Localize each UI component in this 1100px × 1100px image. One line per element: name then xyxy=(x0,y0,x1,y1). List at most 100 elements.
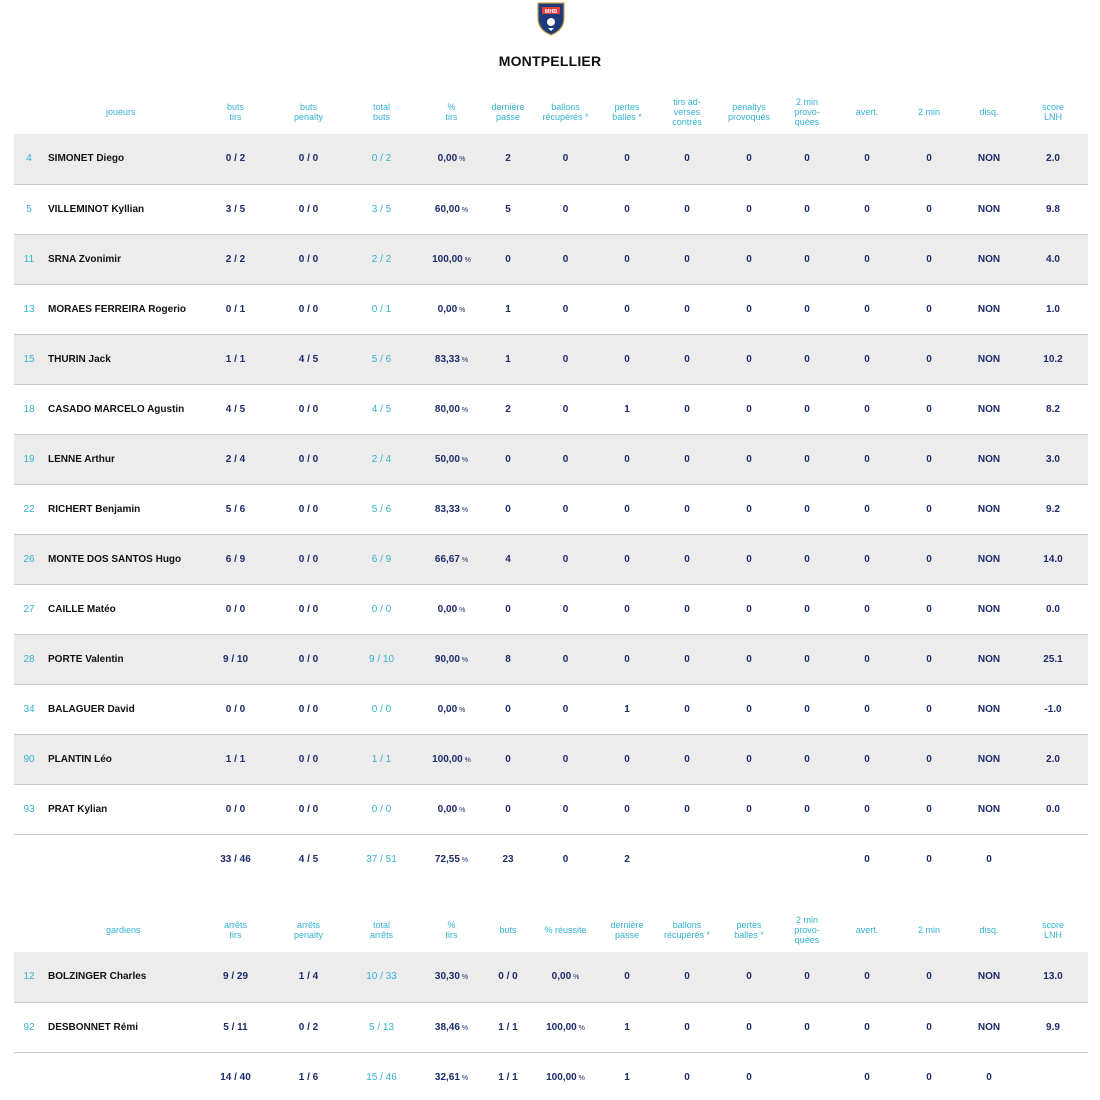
cell-value: 0 xyxy=(746,1021,752,1033)
table-row: 28 PORTE Valentin 9 / 10 0 / 0 9 / 10 90,00 %… xyxy=(14,634,1088,685)
table-row: 27 CAILLE Matéo 0 / 0 0 / 0 0 / 0 0,00 % 0 0 0 0 0… xyxy=(14,584,1088,635)
cell-value: 0 xyxy=(624,153,630,165)
cell-value: 0 xyxy=(624,303,630,315)
stat-cell: NON xyxy=(960,784,1018,835)
cell-value: 0 xyxy=(562,553,569,565)
jersey-number: 92 xyxy=(14,1002,44,1053)
cell-value: 0 xyxy=(684,153,690,165)
cell-value: 0,00 xyxy=(551,971,572,983)
column-header-text: arrêts xyxy=(223,920,247,930)
cell-value: 0 xyxy=(926,303,932,315)
column-header-text: joueurs xyxy=(106,107,136,117)
cell-value: LENNE Arthur xyxy=(48,453,115,465)
player-name: CASADO MARCELO Agustin xyxy=(44,384,199,435)
cell-value: 0 xyxy=(624,603,630,615)
cell-value: 4 xyxy=(505,553,511,565)
stat-cell: 0 xyxy=(836,634,898,685)
stat-cell: 0 xyxy=(531,434,600,485)
stat-cell: 0 xyxy=(778,234,836,285)
cell-value: 0 xyxy=(684,703,690,715)
player-name: VILLEMINOT Kyllian xyxy=(44,184,199,235)
stat-cell: 0 xyxy=(600,234,654,285)
stat-cell xyxy=(778,1052,836,1100)
cell-value: 8 xyxy=(505,653,511,665)
cell-value: 0 / 0 xyxy=(371,603,392,615)
cell-value: 34 xyxy=(23,703,35,715)
stat-cell: 0 xyxy=(836,434,898,485)
percent-unit: % xyxy=(459,506,469,514)
cell-value: 38,46 xyxy=(434,1021,460,1033)
cell-value: 0 xyxy=(804,803,810,815)
stat-cell: 66,67 % xyxy=(418,534,485,585)
stat-cell: 9 / 10 xyxy=(345,634,418,685)
cell-value: 5 xyxy=(505,203,511,215)
percent-unit: % xyxy=(462,756,471,764)
cell-value: 0 xyxy=(562,703,569,715)
cell-value: 0 xyxy=(624,803,630,815)
cell-value: 3 / 5 xyxy=(225,203,246,215)
cell-value: 5 / 11 xyxy=(223,1021,248,1033)
cell-value: 83,33 xyxy=(434,353,460,365)
cell-value: 0 xyxy=(562,603,569,615)
stat-cell: 0 xyxy=(654,684,720,735)
stat-cell: 1.0 xyxy=(1018,284,1088,335)
column-header: total arrêts xyxy=(345,908,418,952)
cell-value: 0 / 2 xyxy=(225,153,246,165)
stat-cell: 0 xyxy=(654,334,720,385)
cell-value: 1 / 1 xyxy=(225,753,246,765)
cell-value: 0 / 0 xyxy=(298,603,319,615)
cell-value: 5 xyxy=(26,203,32,215)
stat-cell: 0 xyxy=(898,134,960,185)
stat-cell: 0,00 % xyxy=(418,284,485,335)
header-number xyxy=(14,90,44,134)
stat-cell: 0 xyxy=(778,384,836,435)
column-header-text: penalty xyxy=(293,930,324,940)
column-header: arrêts penalty xyxy=(272,908,345,952)
cell-value: 0 xyxy=(804,153,810,165)
stat-cell: NON xyxy=(960,684,1018,735)
column-header: ballons récupérés * xyxy=(531,90,600,134)
column-header-text: LNH xyxy=(1043,112,1062,122)
table-row: 4 SIMONET Diego 0 / 2 0 / 0 0 / 2 0,00 % 2 0 0 0 0… xyxy=(14,134,1088,185)
column-header: % tirs xyxy=(418,90,485,134)
cell-value: 14 / 40 xyxy=(220,1071,251,1083)
stat-cell: NON xyxy=(960,384,1018,435)
column-header-text: arrêts xyxy=(369,930,393,940)
cell-value: VILLEMINOT Kyllian xyxy=(48,203,145,215)
cell-value: 0 xyxy=(926,553,932,565)
stat-cell: 1 xyxy=(600,684,654,735)
column-header-text: provo- xyxy=(794,107,820,117)
player-name: MORAES FERREIRA Rogerio xyxy=(44,284,199,335)
cell-value: 0 xyxy=(926,803,932,815)
stat-cell: 0 / 0 xyxy=(272,634,345,685)
cell-value: 0 xyxy=(926,971,932,983)
stat-cell: 0 xyxy=(485,784,531,835)
cell-value: 0.0 xyxy=(1046,803,1060,815)
cell-value: 0 xyxy=(864,153,870,165)
cell-value: 0 xyxy=(624,453,630,465)
cell-value: 2 xyxy=(505,403,511,415)
cell-value: 33 / 46 xyxy=(220,853,251,865)
stat-cell: 0 / 0 xyxy=(345,584,418,635)
cell-value: 28 xyxy=(23,653,35,665)
stat-cell: 9 / 10 xyxy=(199,634,272,685)
stat-cell: 9.9 xyxy=(1018,1002,1088,1053)
header-number xyxy=(14,908,44,952)
cell-value: 0 xyxy=(684,303,690,315)
cell-value: 0 xyxy=(562,753,569,765)
stat-cell: 0 xyxy=(720,634,778,685)
player-name: CAILLE Matéo xyxy=(44,584,199,635)
player-name: PRAT Kylian xyxy=(44,784,199,835)
stat-cell: 2 xyxy=(485,384,531,435)
stat-cell: 0 xyxy=(654,1052,720,1100)
stat-cell: 0 xyxy=(960,1052,1018,1100)
cell-value: 0 xyxy=(562,853,569,865)
cell-value: 0 xyxy=(804,503,810,515)
stat-cell: 38,46 % xyxy=(418,1002,485,1053)
stat-cell: 1 / 1 xyxy=(485,1052,531,1100)
stat-cell xyxy=(720,834,778,884)
cell-value: NON xyxy=(977,603,1001,615)
stat-cell: 0 xyxy=(836,134,898,185)
stat-cell: 0 xyxy=(720,534,778,585)
column-header-text: pertes xyxy=(614,102,640,112)
